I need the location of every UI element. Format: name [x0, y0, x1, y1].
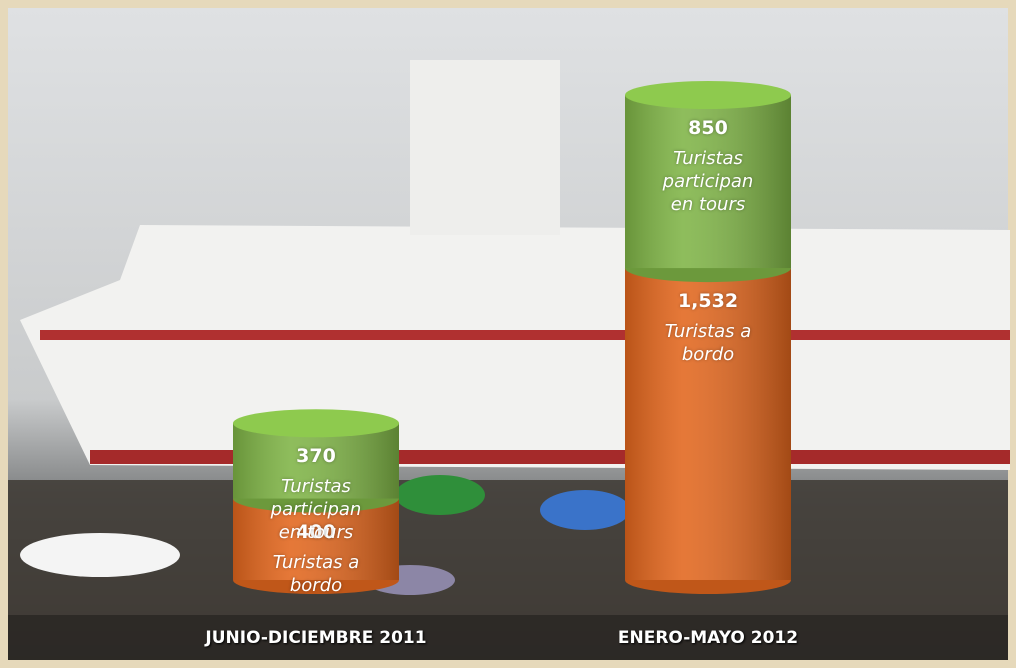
ship-stripe — [40, 330, 1010, 340]
bar-top — [625, 81, 791, 109]
series-label: Turistas participan en tours — [270, 476, 362, 544]
bar-top — [233, 409, 399, 438]
x-tick-label: JUNIO-DICIEMBRE 2011 — [205, 628, 427, 648]
value-label: 1,532 — [677, 290, 739, 313]
series-label: Turistas participan en tours — [662, 148, 754, 215]
bar-shade — [625, 268, 791, 580]
series-label: Turistas a bordo — [664, 321, 752, 366]
ship-tower — [410, 60, 560, 235]
ship-waterline — [90, 450, 1010, 464]
value-label: 400 — [296, 520, 336, 543]
ship-hull — [20, 225, 1010, 470]
umbrella — [20, 533, 180, 577]
series-label: Turistas a bordo — [272, 551, 360, 596]
umbrella — [540, 490, 630, 530]
footer-band — [8, 615, 1008, 660]
bar-shade — [625, 95, 791, 269]
value-label: 850 — [688, 117, 728, 139]
x-tick-label: ENERO-MAYO 2012 — [617, 628, 799, 648]
value-label: 370 — [296, 445, 336, 468]
umbrella — [395, 475, 485, 515]
